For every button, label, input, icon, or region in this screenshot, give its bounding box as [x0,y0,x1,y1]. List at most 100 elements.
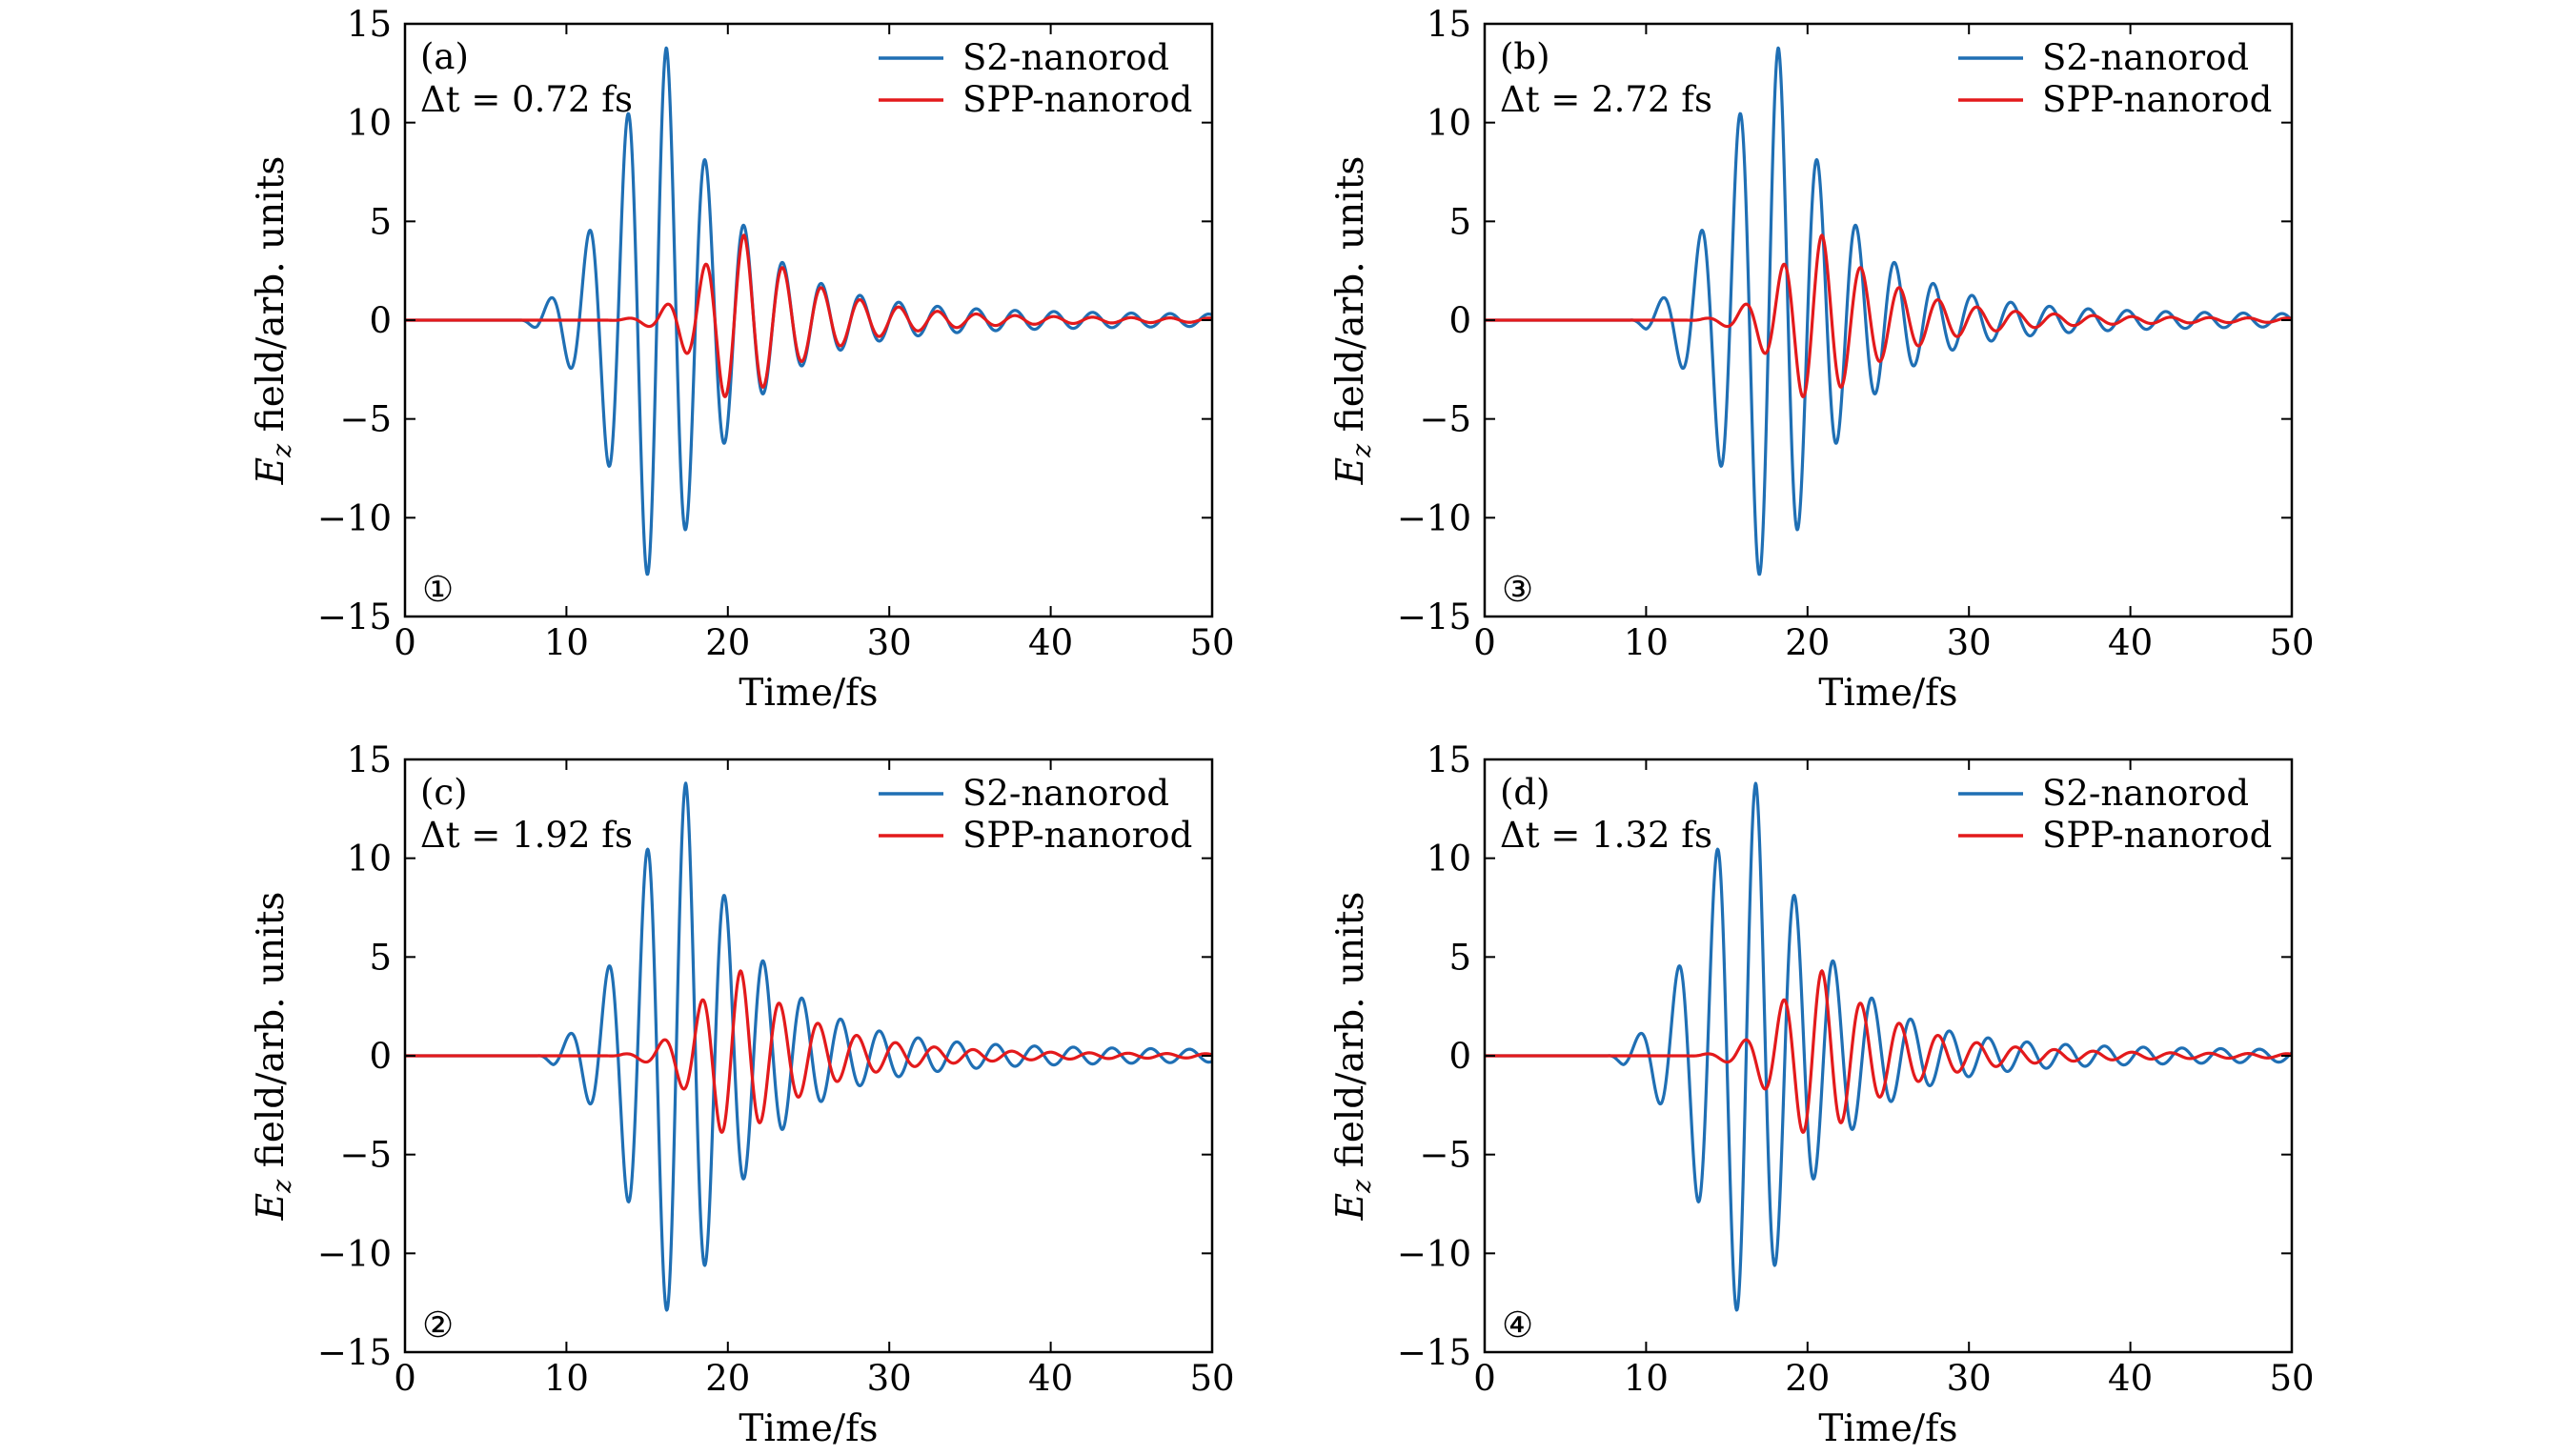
y-tick-label: −15 [1397,1332,1471,1373]
series-line-s2-nanorod [1485,46,2292,576]
x-tick-label: 20 [1785,1358,1830,1399]
x-tick-label: 20 [705,622,750,663]
plot-curves [405,46,1212,576]
legend-label: SPP-nanorod [962,79,1192,120]
x-tick-label: 40 [1028,1358,1073,1399]
x-tick-label: 30 [1947,1358,1992,1399]
x-tick-label: 50 [1189,622,1234,663]
y-axis-label-subscript: z [1347,1179,1377,1194]
y-tick-label: −15 [317,597,392,637]
x-axis-label: Time/fs [739,1407,878,1450]
x-tick-label: 40 [1028,622,1073,663]
legend-label: SPP-nanorod [2042,815,2272,856]
panel-label: (d) [1500,772,1550,813]
circled-number-marker: ③ [1502,569,1533,610]
series-line-s2-nanorod [405,781,1212,1312]
x-axis-label: Time/fs [739,672,878,715]
circled-number-marker: ① [422,569,454,610]
y-axis-label-subscript: z [268,1179,297,1194]
x-tick-label: 0 [394,1358,416,1399]
circled-number-marker: ④ [1502,1304,1533,1345]
y-tick-label: 10 [1427,839,1471,880]
delta-t-annotation: Δt = 1.92 fs [420,815,633,856]
series-line-spp-nanorod [1485,233,2292,398]
y-axis-label-symbol: E [250,1193,293,1221]
y-tick-label: 10 [347,839,392,880]
y-axis-label-text: field/arb. units [250,892,293,1180]
delta-t-annotation: Δt = 1.32 fs [1500,815,1712,856]
x-axis-label: Time/fs [1818,672,1957,715]
y-axis-label: Ez field/arb. units [1329,892,1377,1222]
y-tick-label: −5 [1419,1135,1471,1176]
y-axis-label: Ez field/arb. units [250,892,297,1222]
x-tick-label: 10 [1624,622,1669,663]
y-tick-label: −5 [339,399,392,440]
series-line-s2-nanorod [405,46,1212,576]
y-axis-label-text: field/arb. units [1329,892,1372,1180]
y-tick-label: −10 [1397,497,1471,538]
x-tick-label: 50 [1189,1358,1234,1399]
y-axis-label: Ez field/arb. units [1329,156,1377,486]
x-tick-label: 10 [1624,1358,1669,1399]
y-tick-label: 5 [1448,937,1471,978]
y-axis-label-text: field/arb. units [1329,156,1372,444]
y-axis-label-subscript: z [1347,443,1377,458]
y-axis-label-symbol: E [1329,1193,1372,1221]
legend-label: S2-nanorod [962,773,1169,814]
x-axis-label: Time/fs [1818,1407,1957,1450]
x-tick-label: 10 [544,1358,589,1399]
y-tick-label: −15 [1397,597,1471,637]
x-tick-label: 50 [2269,1358,2314,1399]
legend-label: S2-nanorod [2042,37,2249,78]
y-tick-label: 15 [1427,4,1471,45]
x-tick-label: 10 [544,622,589,663]
y-axis-label-text: field/arb. units [250,156,293,444]
y-tick-label: 15 [1427,739,1471,780]
x-tick-label: 50 [2269,622,2314,663]
y-tick-label: −5 [339,1135,392,1176]
y-tick-label: 10 [347,103,392,144]
y-tick-label: −15 [317,1332,392,1373]
panel-label: (a) [420,36,469,77]
x-tick-label: 30 [867,622,912,663]
panel-label: (b) [1500,36,1550,77]
legend-label: S2-nanorod [962,37,1169,78]
delta-t-annotation: Δt = 0.72 fs [420,79,633,120]
legend-label: SPP-nanorod [962,815,1192,856]
y-axis-label-symbol: E [1329,457,1372,485]
y-tick-label: 0 [1448,1036,1471,1077]
y-axis-label-subscript: z [268,443,297,458]
legend-label: SPP-nanorod [2042,79,2272,120]
legend-label: S2-nanorod [2042,773,2249,814]
x-tick-label: 0 [1473,1358,1496,1399]
y-tick-label: 15 [347,739,392,780]
x-tick-label: 40 [2108,622,2153,663]
x-tick-label: 30 [867,1358,912,1399]
y-tick-label: −10 [1397,1233,1471,1274]
y-tick-label: −10 [317,1233,392,1274]
y-tick-label: 0 [369,300,392,341]
y-tick-label: 0 [369,1036,392,1077]
y-tick-label: 5 [1448,201,1471,242]
x-tick-label: 0 [394,622,416,663]
y-tick-label: 5 [369,201,392,242]
plot-curves [405,781,1212,1312]
delta-t-annotation: Δt = 2.72 fs [1500,79,1712,120]
y-tick-label: 5 [369,937,392,978]
y-tick-label: 15 [347,4,392,45]
x-tick-label: 40 [2108,1358,2153,1399]
series-line-spp-nanorod [1485,969,2292,1134]
series-line-spp-nanorod [405,969,1212,1134]
x-tick-label: 30 [1947,622,1992,663]
x-tick-label: 0 [1473,622,1496,663]
y-tick-label: 10 [1427,103,1471,144]
x-tick-label: 20 [1785,622,1830,663]
